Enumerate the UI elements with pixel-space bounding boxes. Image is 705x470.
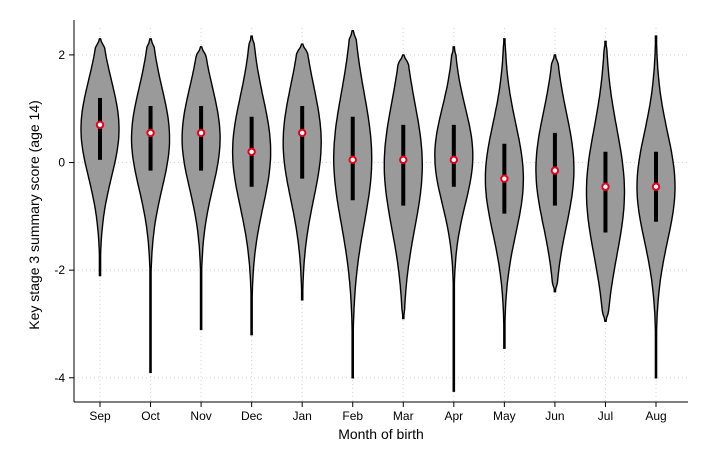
x-tick-label: Mar [393,409,414,423]
x-tick-label: Jun [545,409,564,423]
x-tick-label: Dec [241,409,262,423]
median-marker-nov [196,128,206,138]
median-marker-jul [601,182,610,191]
y-axis-title: Key stage 3 summary score (age 14) [26,100,42,330]
median-marker-dec [247,147,256,156]
y-tick-label: -2 [54,263,65,277]
y-tick-label: -4 [54,371,65,385]
x-tick-label: Jan [293,409,312,423]
violins [80,30,676,392]
y-tick-label: 2 [58,48,65,62]
x-axis-title: Month of birth [338,426,424,442]
axes [73,20,688,403]
median-marker-oct [146,128,155,138]
violin-apr [434,46,474,392]
median-marker-apr [449,155,459,165]
x-ticks: Sep Oct Nov Dec Jan Feb Mar Apr May Jun Jul Aug [89,402,667,423]
x-tick-label: Oct [141,409,160,423]
y-tick-label: 0 [58,156,65,170]
median-marker-jun [550,166,560,175]
median-marker-jan [297,128,307,138]
x-tick-label: Sep [89,409,111,423]
median-marker-feb [348,155,357,165]
x-tick-label: Jul [598,409,613,423]
x-tick-label: Aug [645,409,666,423]
x-tick-label: Nov [190,409,211,423]
violin-nov [181,46,221,331]
median-marker-may [500,174,509,183]
x-tick-label: May [493,409,516,423]
x-tick-label: Feb [342,409,363,423]
median-marker-mar [399,155,408,165]
x-tick-label: Apr [444,409,463,423]
median-marker-aug [651,182,661,191]
violin-oct [130,38,171,374]
violin-feb [333,30,373,379]
median-marker-sep [95,120,105,130]
y-ticks: -4 -2 0 2 [54,48,74,385]
